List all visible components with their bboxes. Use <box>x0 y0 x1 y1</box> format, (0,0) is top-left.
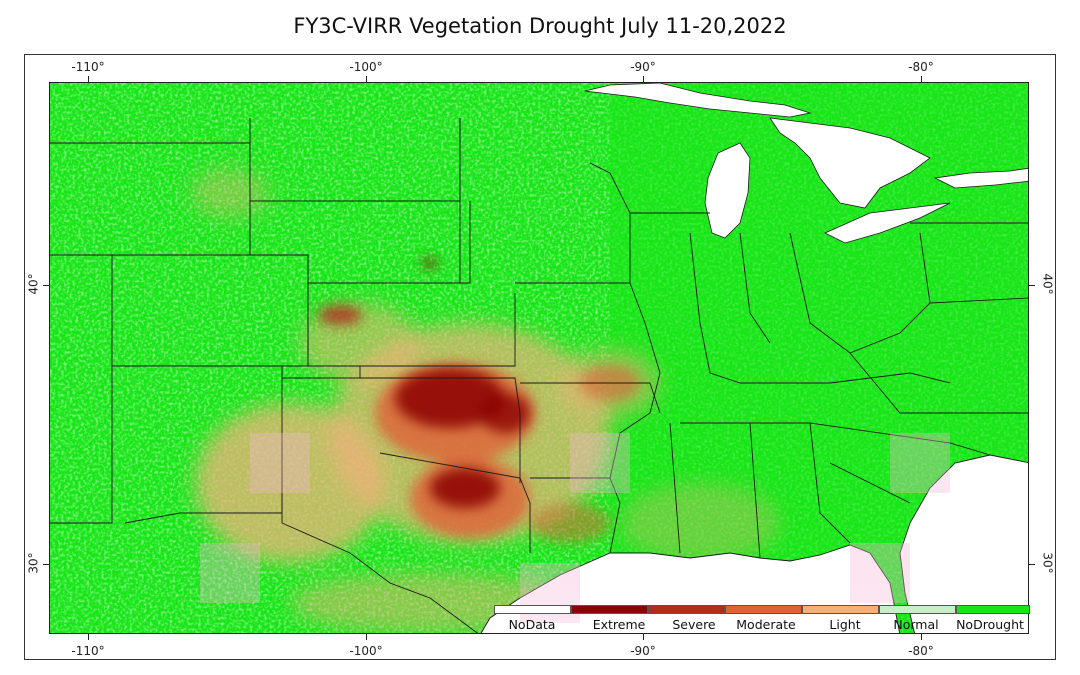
legend-swatch-moderate <box>725 605 802 614</box>
legend-label-nodrought: NoDrought <box>956 617 1024 632</box>
bottom-tick-90: -90° <box>630 644 656 658</box>
legend-label-severe: Severe <box>672 617 716 632</box>
extreme-zones <box>395 259 530 508</box>
legend-swatch-nodrought <box>956 605 1030 614</box>
left-tick-40: 40° <box>26 273 41 295</box>
legend-label-extreme: Extreme <box>592 617 646 632</box>
top-tick-90: -90° <box>630 60 656 74</box>
lake-huron <box>769 117 931 209</box>
left-tick-30: 30° <box>26 552 41 574</box>
bottom-tick-100: -100° <box>349 644 383 658</box>
legend-swatch-normal <box>879 605 956 614</box>
top-tick-80: -80° <box>908 60 934 74</box>
top-tick-110: -110° <box>71 60 105 74</box>
great-lakes <box>584 83 1028 244</box>
lake-superior <box>584 83 812 118</box>
legend-swatch-severe <box>648 605 725 614</box>
lake-ontario <box>933 167 1028 189</box>
legend-swatch-extreme <box>571 605 648 614</box>
lake-michigan <box>704 142 751 239</box>
legend-label-moderate: Moderate <box>736 617 796 632</box>
legend-swatch-light <box>802 605 879 614</box>
atlantic-ocean <box>900 455 1028 633</box>
map-frame <box>24 54 1056 660</box>
watermark-overlay <box>200 433 950 623</box>
atlantic-coast-line <box>899 454 1028 633</box>
legend-label-normal: Normal <box>893 617 939 632</box>
drought-map-svg <box>50 83 1028 633</box>
state-boundaries <box>50 118 1028 633</box>
legend-swatch-nodata <box>494 605 571 614</box>
bottom-tick-80: -80° <box>908 644 934 658</box>
gulf-coast-line <box>480 544 901 633</box>
legend-label-nodata: NoData <box>508 617 556 632</box>
map-title: FY3C-VIRR Vegetation Drought July 11-20,… <box>293 14 787 38</box>
top-tick-100: -100° <box>349 60 383 74</box>
right-tick-40: 40° <box>1040 273 1055 295</box>
lake-erie <box>824 202 951 244</box>
drought-map <box>49 82 1029 634</box>
legend-label-light: Light <box>829 617 861 632</box>
bottom-tick-110: -110° <box>71 644 105 658</box>
right-tick-30: 30° <box>1040 552 1055 574</box>
legend: NoData Extreme Severe Moderate Light Nor… <box>494 605 1030 633</box>
